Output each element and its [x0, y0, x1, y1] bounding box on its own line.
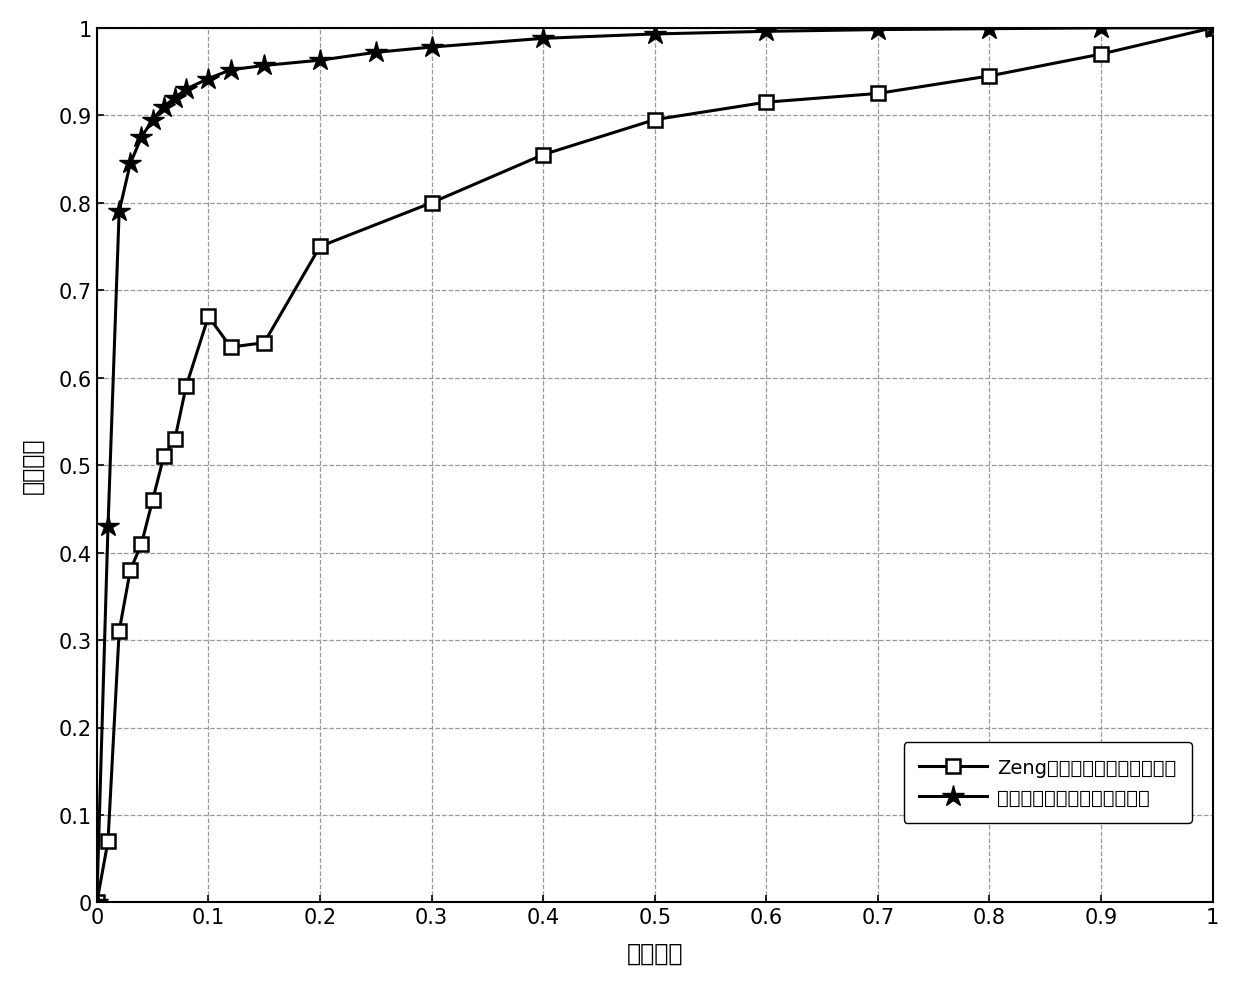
Zeng等人提出的频谱感知方法 [1205, 23, 1220, 35]
本发明所提出的频谱感知方法 [368, 47, 383, 59]
Zeng等人提出的频谱感知方法 [167, 434, 182, 446]
Legend: Zeng等人提出的频谱感知方法, 本发明所提出的频谱感知方法: Zeng等人提出的频谱感知方法, 本发明所提出的频谱感知方法 [904, 742, 1192, 823]
本发明所提出的频谱感知方法 [134, 132, 149, 144]
Zeng等人提出的频谱感知方法 [179, 382, 193, 393]
Zeng等人提出的频谱感知方法 [134, 538, 149, 550]
本发明所提出的频谱感知方法 [179, 84, 193, 96]
本发明所提出的频谱感知方法 [536, 34, 551, 45]
Zeng等人提出的频谱感知方法 [759, 98, 774, 109]
本发明所提出的频谱感知方法 [982, 24, 997, 35]
Line: 本发明所提出的频谱感知方法: 本发明所提出的频谱感知方法 [86, 18, 1224, 914]
Zeng等人提出的频谱感知方法 [89, 896, 104, 908]
本发明所提出的频谱感知方法 [647, 29, 662, 40]
Zeng等人提出的频谱感知方法 [647, 114, 662, 126]
本发明所提出的频谱感知方法 [257, 60, 272, 72]
Zeng等人提出的频谱感知方法 [312, 242, 327, 253]
Zeng等人提出的频谱感知方法 [982, 71, 997, 83]
Y-axis label: 检测概率: 检测概率 [21, 438, 45, 494]
本发明所提出的频谱感知方法 [89, 896, 104, 908]
本发明所提出的频谱感知方法 [424, 42, 439, 54]
本发明所提出的频谱感知方法 [870, 25, 885, 36]
Zeng等人提出的频谱感知方法 [201, 312, 216, 323]
本发明所提出的频谱感知方法 [1094, 23, 1109, 35]
本发明所提出的频谱感知方法 [167, 93, 182, 105]
Zeng等人提出的频谱感知方法 [870, 89, 885, 101]
Zeng等人提出的频谱感知方法 [536, 150, 551, 162]
本发明所提出的频谱感知方法 [1205, 23, 1220, 35]
本发明所提出的频谱感知方法 [223, 65, 238, 77]
Zeng等人提出的频谱感知方法 [112, 626, 126, 638]
本发明所提出的频谱感知方法 [201, 74, 216, 86]
X-axis label: 虚警概率: 虚警概率 [626, 942, 683, 965]
Zeng等人提出的频谱感知方法 [100, 835, 115, 847]
Line: Zeng等人提出的频谱感知方法: Zeng等人提出的频谱感知方法 [89, 22, 1219, 909]
本发明所提出的频谱感知方法 [100, 521, 115, 532]
Zeng等人提出的频谱感知方法 [424, 197, 439, 209]
本发明所提出的频谱感知方法 [312, 55, 327, 67]
本发明所提出的频谱感知方法 [759, 27, 774, 38]
本发明所提出的频谱感知方法 [123, 159, 138, 171]
Zeng等人提出的频谱感知方法 [145, 495, 160, 507]
Zeng等人提出的频谱感知方法 [223, 342, 238, 354]
Zeng等人提出的频谱感知方法 [156, 451, 171, 462]
Zeng等人提出的频谱感知方法 [123, 565, 138, 577]
本发明所提出的频谱感知方法 [156, 102, 171, 113]
Zeng等人提出的频谱感知方法 [1094, 49, 1109, 61]
本发明所提出的频谱感知方法 [145, 114, 160, 126]
本发明所提出的频谱感知方法 [112, 206, 126, 218]
Zeng等人提出的频谱感知方法 [257, 337, 272, 349]
